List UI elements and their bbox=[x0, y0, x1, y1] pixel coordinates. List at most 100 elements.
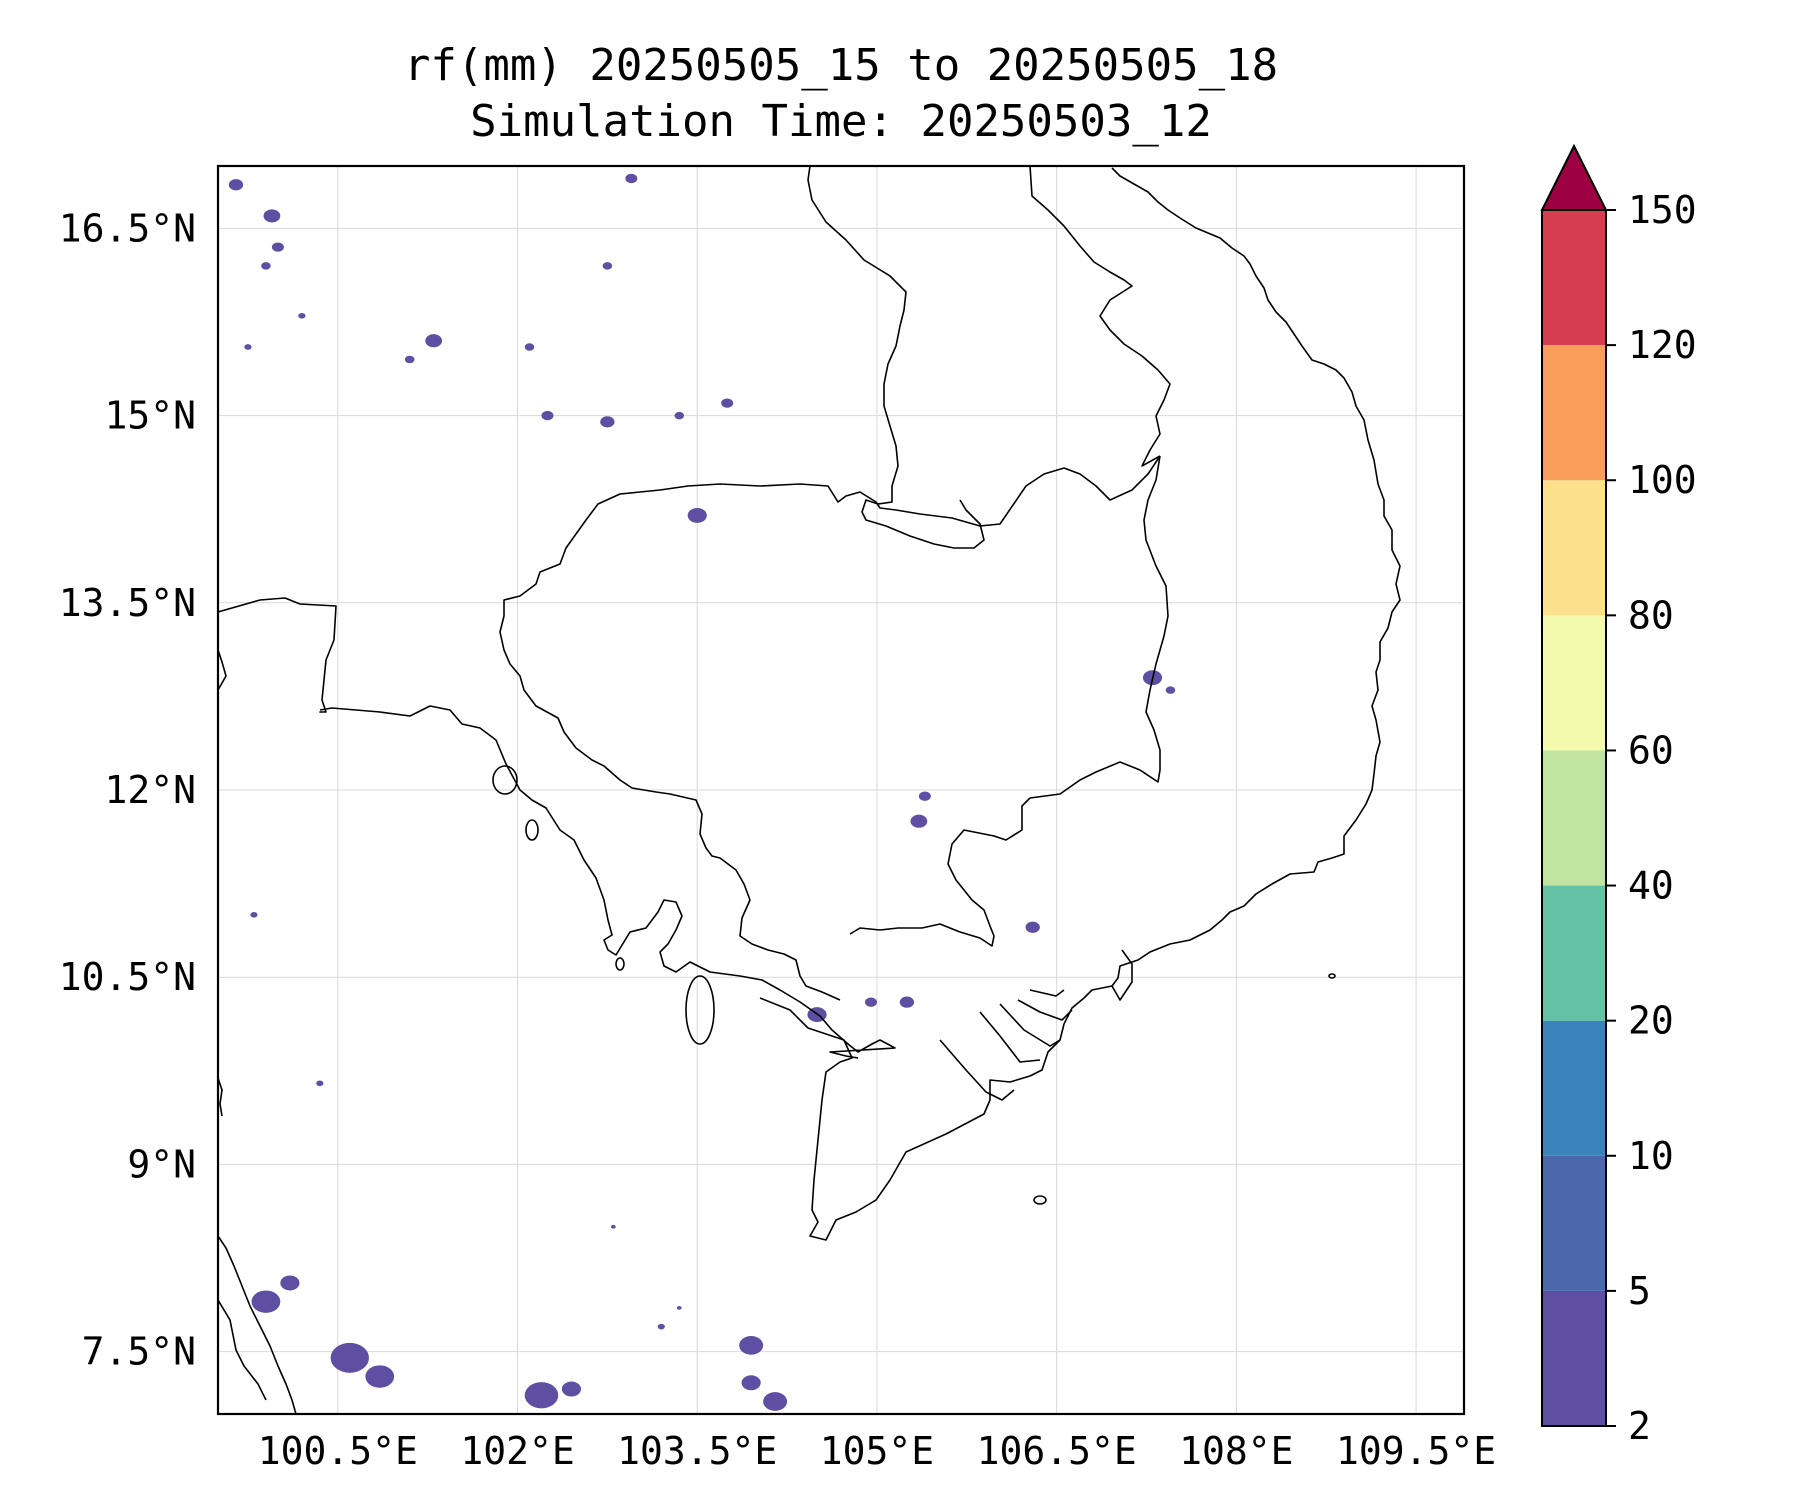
rainfall-cell bbox=[602, 262, 613, 270]
colorbar-tick-label: 20 bbox=[1628, 999, 1674, 1043]
lon-tick-label: 106.5°E bbox=[977, 1429, 1137, 1473]
rainfall-cell bbox=[1165, 686, 1176, 694]
colorbar-band bbox=[1542, 615, 1606, 751]
coastline-thai-peninsula bbox=[218, 649, 227, 691]
coastline-west-edge bbox=[218, 1077, 223, 1117]
lon-tick-label: 103.5°E bbox=[617, 1429, 777, 1473]
rainfall-cell bbox=[674, 411, 685, 420]
colorbar-frame bbox=[1541, 209, 1607, 1427]
rainfall-cell bbox=[524, 343, 535, 351]
island-phu-quoc bbox=[685, 975, 715, 1045]
colorbar-extend-arrow bbox=[1540, 143, 1608, 211]
rainfall-layer bbox=[228, 173, 1176, 1411]
latitude-tick-labels: 16.5°N 15°N 13.5°N 12°N 10.5°N 9°N 7.5°N bbox=[59, 206, 196, 1373]
colorbar-tick-label: 120 bbox=[1628, 323, 1697, 367]
rainfall-cell bbox=[271, 242, 284, 252]
colorbar-band bbox=[1542, 480, 1606, 616]
colorbar-band bbox=[1542, 345, 1606, 481]
rainfall-cell bbox=[657, 1323, 665, 1330]
rainfall-cell bbox=[228, 179, 244, 191]
rainfall-cell bbox=[244, 344, 252, 350]
rainfall-cell bbox=[918, 791, 931, 801]
border-thailand-cambodia bbox=[499, 467, 1065, 1001]
rainfall-cell bbox=[721, 398, 734, 408]
rainfall-cell bbox=[610, 1224, 616, 1229]
lat-tick-label: 15°N bbox=[104, 394, 196, 438]
rainfall-cell bbox=[739, 1336, 764, 1355]
gridlines bbox=[218, 166, 1464, 1414]
coastline-peninsula-south bbox=[218, 1235, 297, 1414]
island-koh-kood bbox=[525, 819, 539, 841]
lon-tick-label: 102°E bbox=[460, 1429, 574, 1473]
colorbar-tick-label: 80 bbox=[1628, 593, 1674, 637]
lon-tick-label: 109.5°E bbox=[1336, 1429, 1496, 1473]
rainfall-cell bbox=[625, 173, 638, 184]
island-phu-quy bbox=[1328, 973, 1336, 979]
colorbar: 2 5 10 20 40 60 80 100 120 150 bbox=[1540, 143, 1697, 1448]
rainfall-cell bbox=[910, 814, 928, 828]
colorbar-band bbox=[1542, 1020, 1606, 1156]
colorbar-band bbox=[1542, 210, 1606, 346]
lon-tick-label: 108°E bbox=[1179, 1429, 1293, 1473]
rainfall-cell bbox=[687, 507, 707, 523]
rainfall-cell bbox=[263, 209, 281, 223]
rainfall-cell bbox=[741, 1375, 761, 1391]
mekong-distributary-2 bbox=[979, 1011, 1041, 1063]
rainfall-cell bbox=[561, 1381, 582, 1397]
border-laos-thailand bbox=[807, 166, 985, 549]
title-line-1: rf(mm) 20250505_15 to 20250505_18 bbox=[404, 40, 1278, 91]
lat-tick-label: 16.5°N bbox=[59, 206, 196, 250]
coastlines-and-borders bbox=[218, 166, 1401, 1414]
rainfall-cell bbox=[298, 312, 306, 319]
rainfall-cell bbox=[676, 1306, 682, 1310]
lat-tick-label: 12°N bbox=[104, 768, 196, 812]
rainfall-cell bbox=[404, 355, 415, 364]
colorbar-tick-labels: 2 5 10 20 40 60 80 100 120 150 bbox=[1606, 188, 1697, 1448]
colorbar-tick-label: 60 bbox=[1628, 728, 1674, 772]
colorbar-band bbox=[1542, 885, 1606, 1021]
border-laos-cambodia-vietnam bbox=[849, 455, 1169, 947]
longitude-tick-labels: 100.5°E 102°E 103.5°E 105°E 106.5°E 108°E 109.… bbox=[258, 1429, 1496, 1473]
rainfall-cell bbox=[280, 1275, 300, 1291]
mekong-distributary-5 bbox=[1029, 989, 1065, 997]
colorbar-tick-label: 5 bbox=[1628, 1269, 1651, 1313]
title-line-2: Simulation Time: 20250503_12 bbox=[470, 96, 1212, 147]
rainfall-cell bbox=[1025, 921, 1040, 933]
lat-tick-label: 13.5°N bbox=[59, 581, 196, 625]
lon-tick-label: 105°E bbox=[820, 1429, 934, 1473]
colorbar-tick-label: 150 bbox=[1628, 188, 1697, 232]
colorbar-band bbox=[1542, 1290, 1606, 1426]
colorbar-tick-label: 40 bbox=[1628, 864, 1674, 908]
border-cambodia-vietnam bbox=[1063, 455, 1161, 501]
colorbar-band bbox=[1542, 1155, 1606, 1291]
border-laos-vietnam bbox=[1029, 166, 1171, 467]
rainfall-cell bbox=[425, 334, 443, 348]
rainfall-cell bbox=[330, 1342, 369, 1373]
mekong-distributary-3 bbox=[999, 1003, 1061, 1047]
mekong-distributary-4 bbox=[1017, 999, 1073, 1021]
map-panel bbox=[216, 164, 1466, 1416]
lat-tick-label: 10.5°N bbox=[59, 955, 196, 999]
rainfall-cell bbox=[763, 1392, 788, 1411]
rainfall-cell bbox=[541, 410, 554, 421]
coastline-peninsula-inner bbox=[218, 1299, 267, 1401]
coastline-gulf bbox=[218, 597, 896, 1059]
colorbar-band bbox=[1542, 750, 1606, 886]
island-small-1 bbox=[615, 957, 625, 971]
lat-tick-label: 9°N bbox=[127, 1142, 196, 1186]
rainfall-cell bbox=[524, 1382, 559, 1409]
coastline-vietnam-east bbox=[1111, 167, 1401, 987]
rainfall-cell bbox=[600, 416, 615, 428]
lat-tick-label: 7.5°N bbox=[82, 1330, 196, 1374]
island-koh-chang bbox=[492, 765, 518, 795]
map-frame bbox=[216, 164, 1466, 1416]
coastline-mekong-delta bbox=[759, 949, 1133, 1241]
colorbar-tick-label: 2 bbox=[1628, 1404, 1651, 1448]
colorbar-tick-label: 100 bbox=[1628, 458, 1697, 502]
rainfall-cell bbox=[316, 1080, 324, 1087]
rainfall-cell bbox=[365, 1365, 395, 1388]
lon-tick-label: 100.5°E bbox=[258, 1429, 418, 1473]
rainfall-cell bbox=[864, 997, 877, 1007]
